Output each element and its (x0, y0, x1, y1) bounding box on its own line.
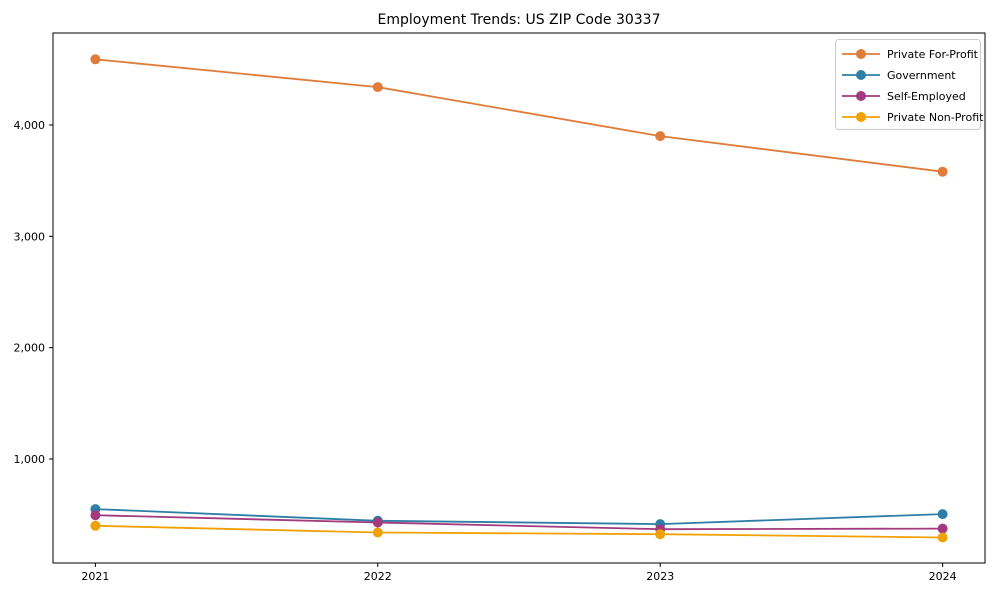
data-point-government (937, 509, 948, 520)
plot-area-border (52, 32, 986, 564)
legend-item-government: Government (842, 69, 956, 82)
legend-label-private-non-profit: Private Non-Profit (887, 111, 984, 124)
legend-item-private-non-profit: Private Non-Profit (842, 111, 984, 124)
data-point-self-employed (90, 510, 101, 521)
legend: Private For-Profit Government Self-Employe… (835, 39, 984, 130)
y-tick-label: 1,000 (14, 453, 46, 466)
data-point-private-non-profit (372, 527, 383, 538)
data-point-self-employed (372, 517, 383, 528)
legend-item-self-employed: Self-Employed (842, 90, 966, 103)
legend-marker-self-employed (856, 91, 866, 101)
legend-marker-government (856, 70, 866, 80)
data-point-self-employed (937, 523, 948, 534)
data-point-private-non-profit (937, 532, 948, 543)
y-tick-label: 3,000 (14, 230, 46, 243)
series-line-private-for-profit (95, 58, 943, 173)
data-point-private-for-profit (372, 82, 383, 93)
plot-frame (52, 32, 986, 564)
legend-item-private-for-profit: Private For-Profit (842, 48, 979, 61)
data-point-private-non-profit (90, 520, 101, 531)
y-tick-label: 2,000 (14, 342, 46, 355)
legend-marker-private-for-profit (856, 49, 866, 59)
legend-label-private-for-profit: Private For-Profit (887, 48, 979, 61)
data-point-private-non-profit (655, 529, 666, 540)
legend-marker-private-non-profit (856, 112, 866, 122)
series-line-self-employed (95, 514, 943, 531)
chart-title: Employment Trends: US ZIP Code 30337 (378, 12, 661, 28)
legend-frame (835, 39, 981, 130)
x-tick-label: 2023 (646, 570, 674, 583)
legend-label-government: Government (887, 69, 956, 82)
y-tick-label: 4,000 (14, 119, 46, 132)
series-group (90, 54, 948, 543)
series-line-government (95, 508, 943, 526)
legend-label-self-employed: Self-Employed (887, 90, 966, 103)
x-tick-label: 2024 (929, 570, 957, 583)
data-point-private-for-profit (90, 54, 101, 65)
data-point-private-for-profit (937, 166, 948, 177)
x-tick-label: 2021 (81, 570, 109, 583)
series-line-private-non-profit (95, 524, 943, 539)
axes: 1,000 2,000 3,000 4,000 2021 2022 2023 2024 (14, 119, 957, 583)
x-tick-label: 2022 (364, 570, 392, 583)
data-point-private-for-profit (655, 131, 666, 142)
